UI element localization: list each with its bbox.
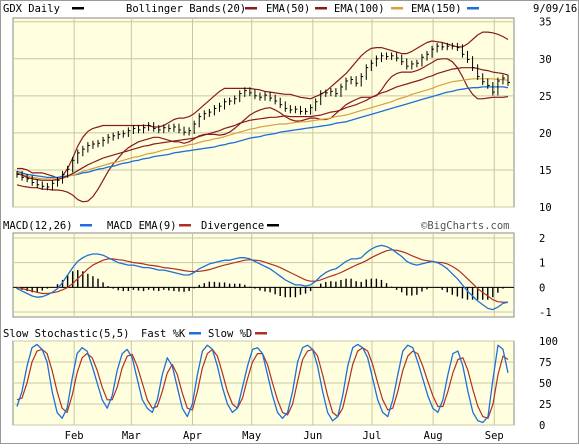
y-tick-label: -1 bbox=[539, 307, 552, 319]
x-tick-label: Apr bbox=[183, 430, 202, 442]
macd-signal-label: MACD EMA(9) bbox=[107, 220, 177, 232]
axis-layer: Feb Mar Apr May Jun Jul Aug Sep101520253035-101… bbox=[65, 17, 558, 442]
macd-label: MACD(12,26) bbox=[3, 220, 73, 232]
y-tick-label: 2 bbox=[539, 233, 545, 245]
divergence-swatch bbox=[267, 224, 279, 227]
slowd-swatch bbox=[255, 332, 267, 335]
symbol-label: GDX Daily bbox=[3, 3, 60, 15]
slowd-label: Slow %D bbox=[208, 328, 252, 340]
bollinger-lower-line bbox=[16, 58, 509, 203]
price-panel bbox=[12, 17, 515, 208]
price-legend: GDX Daily Bollinger Bands(20) EMA(50) EM… bbox=[3, 3, 577, 15]
y-tick-label: 10 bbox=[539, 202, 552, 214]
ema100-label: EMA(100) bbox=[334, 3, 385, 15]
x-tick-label: Sep bbox=[485, 430, 504, 442]
fast-k-line bbox=[16, 343, 509, 424]
x-tick-label: Jul bbox=[362, 430, 381, 442]
y-tick-label: 100 bbox=[539, 336, 558, 348]
divergence-label: Divergence bbox=[201, 220, 264, 232]
bollinger-label: Bollinger Bands(20) bbox=[126, 3, 246, 15]
ema50-swatch bbox=[315, 7, 327, 10]
stochastic-legend: Slow Stochastic(5,5) Fast %K Slow %D bbox=[3, 328, 267, 340]
x-tick-label: Feb bbox=[65, 430, 84, 442]
x-tick-label: May bbox=[242, 430, 261, 442]
bollinger-upper-line bbox=[17, 31, 509, 179]
date-label: 9/09/16 bbox=[533, 3, 577, 15]
y-tick-label: 30 bbox=[539, 54, 552, 66]
y-tick-label: 25 bbox=[539, 399, 552, 411]
price-legend-swatch bbox=[72, 7, 84, 10]
ema100-line bbox=[16, 78, 509, 180]
ema100-swatch bbox=[391, 7, 403, 10]
fastk-swatch bbox=[189, 332, 201, 335]
stochastic-label: Slow Stochastic(5,5) bbox=[3, 328, 129, 340]
macd-line bbox=[16, 244, 509, 311]
ema50-label: EMA(50) bbox=[266, 3, 310, 15]
fastk-label: Fast %K bbox=[141, 328, 186, 340]
ema150-label: EMA(150) bbox=[411, 3, 462, 15]
bollinger-swatch bbox=[245, 7, 257, 10]
series-layer bbox=[13, 31, 514, 424]
x-tick-label: Mar bbox=[122, 430, 141, 442]
y-tick-label: 1 bbox=[539, 258, 545, 270]
y-tick-label: 75 bbox=[539, 357, 552, 369]
y-tick-label: 20 bbox=[539, 128, 552, 140]
macd-signal-swatch bbox=[179, 224, 191, 227]
x-tick-label: Aug bbox=[424, 430, 443, 442]
macd-legend: MACD(12,26) MACD EMA(9) Divergence ©BigC… bbox=[3, 220, 510, 232]
watermark: ©BigCharts.com bbox=[421, 220, 510, 232]
macd-signal-line bbox=[16, 249, 508, 303]
ema150-line bbox=[16, 86, 509, 179]
ema150-swatch bbox=[467, 7, 479, 10]
ema50-line bbox=[16, 67, 509, 181]
y-tick-label: 25 bbox=[539, 91, 552, 103]
y-tick-label: 0 bbox=[539, 420, 545, 432]
y-tick-label: 0 bbox=[539, 282, 545, 294]
macd-swatch bbox=[80, 224, 92, 227]
macd-panel bbox=[12, 232, 515, 318]
y-tick-label: 15 bbox=[539, 165, 552, 177]
y-tick-label: 35 bbox=[539, 17, 552, 29]
x-tick-label: Jun bbox=[303, 430, 322, 442]
y-tick-label: 50 bbox=[539, 378, 552, 390]
